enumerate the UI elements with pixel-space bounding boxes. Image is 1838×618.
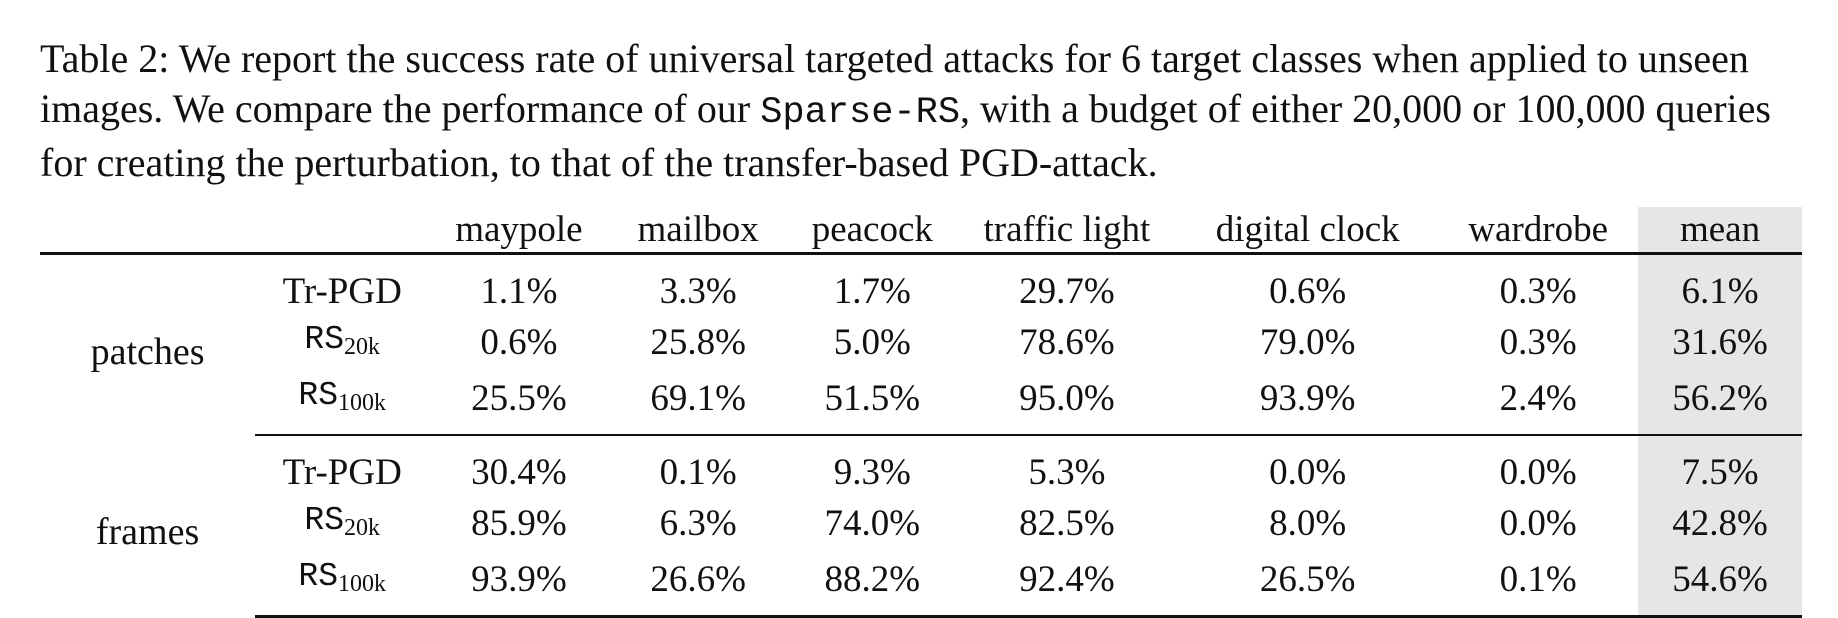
header-wardrobe: wardrobe bbox=[1438, 207, 1639, 255]
method-label-sub: 100k bbox=[338, 571, 386, 597]
caption-text-end: , with a budget of either 20,000 or 100,… bbox=[40, 86, 1771, 185]
method-label-base: RS bbox=[304, 321, 344, 358]
mean-cell: 42.8% bbox=[1638, 495, 1802, 551]
table-row: RS20k 0.6% 25.8% 5.0% 78.6% 79.0% 0.3% 3… bbox=[40, 314, 1802, 370]
method-label-sub: 20k bbox=[344, 515, 380, 541]
mean-cell: 31.6% bbox=[1638, 314, 1802, 370]
header-traffic-light: traffic light bbox=[956, 207, 1178, 255]
mean-cell: 7.5% bbox=[1638, 435, 1802, 495]
table-cell: 30.4% bbox=[471, 452, 567, 493]
table-row: RS20k 85.9% 6.3% 74.0% 82.5% 8.0% 0.0% 4… bbox=[40, 495, 1802, 551]
table-cell: 0.6% bbox=[480, 321, 558, 363]
table-cell: 93.9% bbox=[1177, 370, 1439, 436]
table-row: RS100k 25.5% 69.1% 51.5% 95.0% 93.9% 2.4… bbox=[40, 370, 1802, 436]
table-row: frames Tr-PGD 30.4% 0.1% 9.3% 5.3% 0.0% … bbox=[40, 435, 1802, 553]
table-cell: 29.7% bbox=[1019, 271, 1115, 312]
table-cell: 85.9% bbox=[471, 502, 567, 544]
header-mean: mean bbox=[1638, 207, 1802, 255]
table-cell: 78.6% bbox=[1019, 321, 1115, 363]
caption-text-start: Table 2: We report the success rate of u… bbox=[40, 36, 1749, 131]
table-cell: 0.0% bbox=[1499, 452, 1577, 493]
table-cell: 26.6% bbox=[608, 551, 788, 618]
table-cell: 0.1% bbox=[659, 452, 737, 493]
group-frames: frames Tr-PGD 30.4% 0.1% 9.3% 5.3% 0.0% … bbox=[40, 435, 1802, 618]
table-cell: 51.5% bbox=[787, 370, 957, 436]
method-label: RS20k bbox=[255, 495, 429, 551]
method-label-base: RS bbox=[298, 377, 338, 414]
header-digital-clock: digital clock bbox=[1177, 207, 1439, 255]
caption-method-name: Sparse-RS bbox=[760, 92, 961, 134]
table-cell: 6.3% bbox=[659, 502, 737, 544]
table-cell: 0.0% bbox=[1499, 502, 1577, 544]
method-label-base: RS bbox=[304, 502, 344, 539]
group-patches: patches Tr-PGD 1.1% 3.3% 1.7% 29.7% 0.6%… bbox=[40, 253, 1802, 436]
mean-cell: 54.6% bbox=[1638, 551, 1802, 618]
table-cell: 1.7% bbox=[833, 271, 911, 312]
header-maypole: maypole bbox=[429, 207, 609, 255]
table-caption: Table 2: We report the success rate of u… bbox=[40, 34, 1810, 188]
method-label-sub: 100k bbox=[338, 390, 386, 416]
table-cell: 0.0% bbox=[1269, 452, 1347, 493]
table-cell: 3.3% bbox=[659, 271, 737, 312]
table-cell: 26.5% bbox=[1177, 551, 1439, 618]
table-cell: 0.6% bbox=[1269, 271, 1347, 312]
header-peacock: peacock bbox=[787, 207, 957, 255]
mean-cell: 56.2% bbox=[1638, 370, 1802, 436]
method-label: RS100k bbox=[255, 551, 430, 618]
results-table: maypole mailbox peacock traffic light di… bbox=[40, 207, 1802, 618]
table-cell: 0.3% bbox=[1499, 321, 1577, 363]
header-empty-group bbox=[40, 207, 256, 255]
table-cell: 9.3% bbox=[833, 452, 911, 493]
table-row: patches Tr-PGD 1.1% 3.3% 1.7% 29.7% 0.6%… bbox=[40, 253, 1802, 373]
group-label-patches: patches bbox=[90, 330, 205, 373]
table-cell: 82.5% bbox=[1019, 502, 1115, 544]
table-cell: 8.0% bbox=[1269, 502, 1347, 544]
mean-cell: 6.1% bbox=[1638, 253, 1802, 314]
table-cell: 25.8% bbox=[650, 321, 746, 363]
method-label: Tr-PGD bbox=[282, 452, 402, 493]
header-empty-method bbox=[255, 207, 430, 255]
method-label: Tr-PGD bbox=[282, 271, 402, 312]
table-cell: 0.3% bbox=[1499, 271, 1577, 312]
table-cell: 92.4% bbox=[956, 551, 1178, 618]
header-mailbox: mailbox bbox=[608, 207, 788, 255]
table-cell: 69.1% bbox=[608, 370, 788, 436]
table-cell: 79.0% bbox=[1259, 321, 1356, 363]
table-cell: 93.9% bbox=[429, 551, 609, 618]
header-row: maypole mailbox peacock traffic light di… bbox=[40, 207, 1802, 255]
table-cell: 88.2% bbox=[787, 551, 957, 618]
group-label-frames: frames bbox=[95, 511, 200, 554]
method-label: RS20k bbox=[255, 314, 429, 370]
table-cell: 5.3% bbox=[1028, 452, 1106, 493]
table-cell: 2.4% bbox=[1438, 370, 1639, 436]
table-cell: 0.1% bbox=[1438, 551, 1639, 618]
table-row: RS100k 93.9% 26.6% 88.2% 92.4% 26.5% 0.1… bbox=[40, 551, 1802, 618]
table-cell: 74.0% bbox=[824, 502, 921, 544]
table-cell: 25.5% bbox=[429, 370, 609, 436]
method-label-sub: 20k bbox=[344, 334, 380, 360]
method-label-base: RS bbox=[298, 558, 338, 595]
table-cell: 5.0% bbox=[833, 321, 911, 363]
method-label: RS100k bbox=[255, 370, 430, 436]
table-cell: 1.1% bbox=[480, 271, 558, 312]
table-cell: 95.0% bbox=[956, 370, 1178, 436]
